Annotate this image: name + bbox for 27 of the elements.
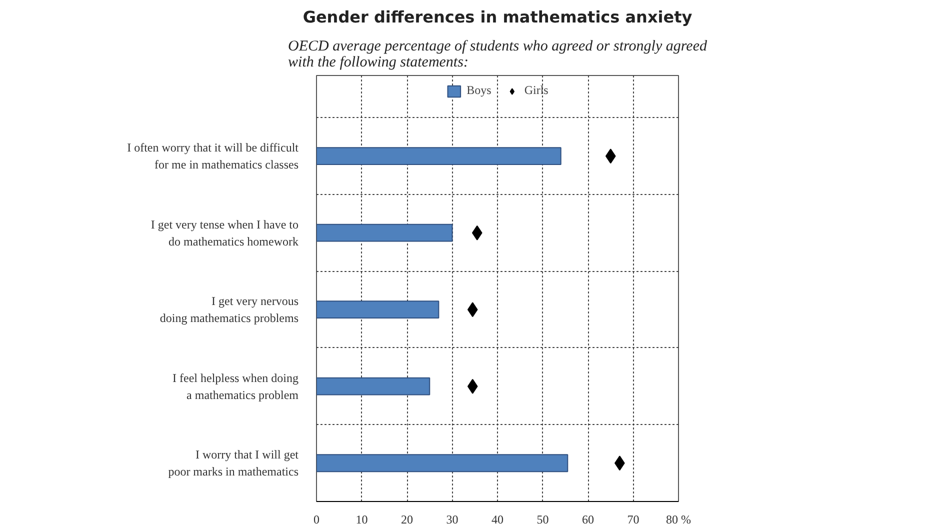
bar [316,377,430,396]
bar [316,300,440,319]
x-tick-label: 80 % [666,512,691,526]
x-tick-label: 70 [627,512,640,526]
x-tick-label: 0 [314,512,320,526]
y-tick-label: I get very tense when I have to do mathematics homework [150,217,298,248]
point [605,148,616,164]
bar [316,147,562,166]
x-tick-label: 60 [582,512,594,526]
x-tick-label: 50 [536,512,549,526]
chart-title: Gender differences in mathematics anxiety [302,8,693,26]
y-tick-label: I feel helpless when doing a mathematics problem [172,370,300,402]
point [467,302,478,318]
y-tick-label: I worry that I will get poor marks in mathematics [168,448,300,479]
chart-subtitle: OECD average percentage of students who agreed or strongly agreed with the following statements: [288,38,708,70]
x-tick-label: 20 [401,512,413,526]
legend-label: Boys [466,83,492,98]
bar [316,454,568,472]
point [467,378,478,394]
y-tick-label: I often worry that it will be difficult for me in mathematics classes [127,140,300,172]
x-tick-label: 30 [446,512,458,526]
x-tick-label: 10 [356,512,368,526]
legend-label: Girls [524,83,548,98]
point [472,225,482,240]
x-tick-label: 40 [492,512,504,526]
bar [316,224,453,242]
y-tick-label: I get very nervous doing mathematics problems [160,294,299,326]
